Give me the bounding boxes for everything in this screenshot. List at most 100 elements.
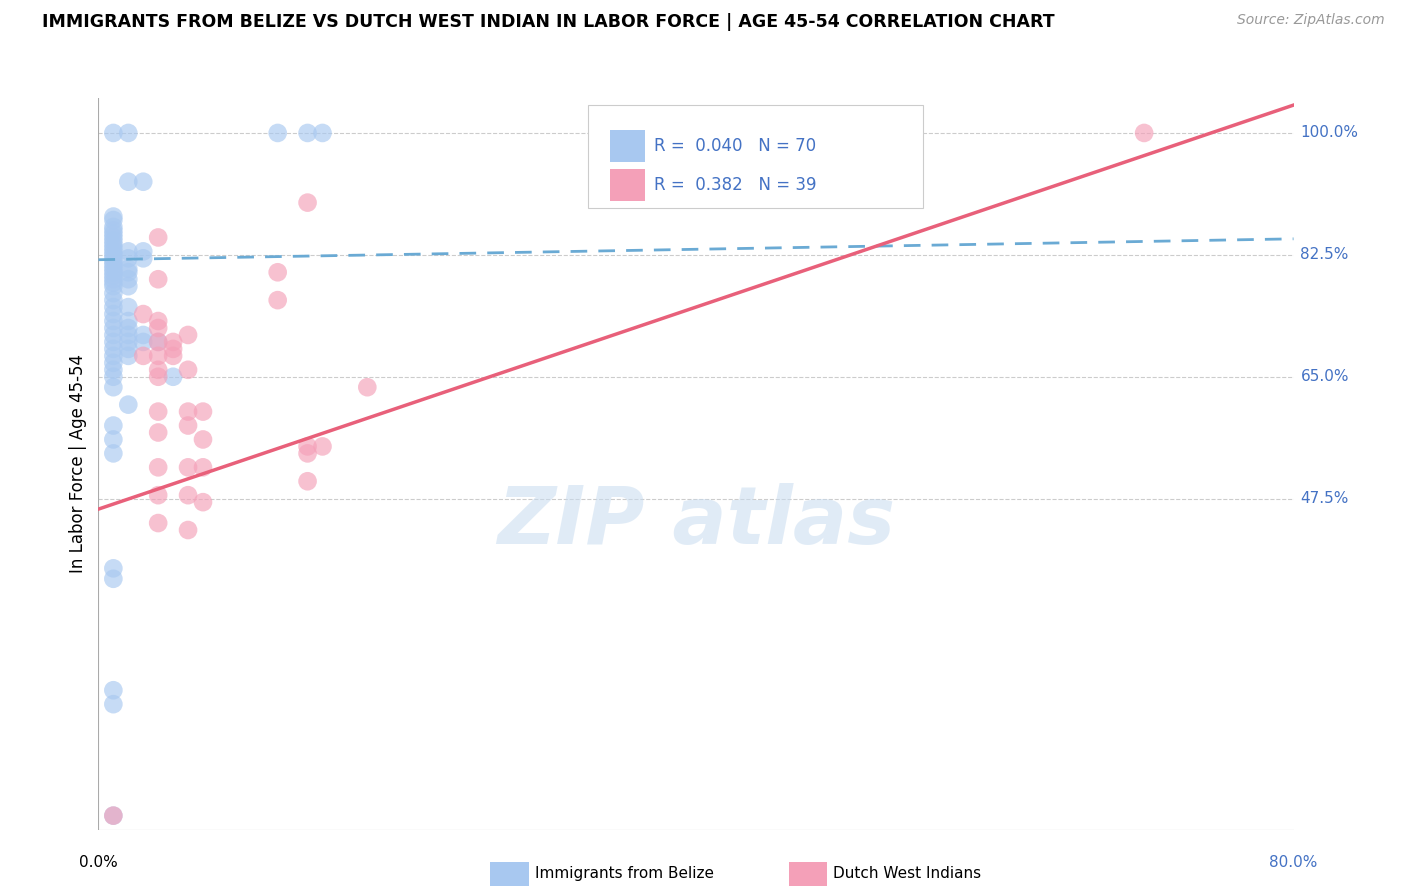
Point bbox=[267, 126, 290, 140]
Point bbox=[103, 276, 125, 290]
Point bbox=[103, 446, 125, 460]
Point bbox=[103, 561, 125, 575]
Point bbox=[177, 523, 200, 537]
Point bbox=[103, 356, 125, 370]
Point bbox=[132, 349, 155, 363]
Point bbox=[191, 495, 214, 509]
Point bbox=[103, 244, 125, 259]
Point bbox=[191, 460, 214, 475]
Point bbox=[356, 380, 378, 394]
Point bbox=[103, 418, 125, 433]
Point bbox=[103, 342, 125, 356]
FancyBboxPatch shape bbox=[491, 863, 529, 886]
FancyBboxPatch shape bbox=[610, 130, 644, 162]
Point bbox=[148, 363, 170, 377]
Point bbox=[267, 293, 290, 307]
Point bbox=[117, 334, 139, 349]
Point bbox=[103, 255, 125, 269]
Point bbox=[297, 439, 319, 453]
Point bbox=[132, 175, 155, 189]
Point bbox=[117, 321, 139, 335]
Point bbox=[103, 808, 125, 822]
Point bbox=[191, 404, 214, 418]
Point bbox=[162, 342, 184, 356]
Point bbox=[297, 446, 319, 460]
Point bbox=[132, 334, 155, 349]
Point bbox=[103, 334, 125, 349]
Text: 47.5%: 47.5% bbox=[1301, 491, 1348, 506]
Point bbox=[297, 126, 319, 140]
Text: 65.0%: 65.0% bbox=[1301, 369, 1348, 384]
Point bbox=[103, 697, 125, 711]
Point bbox=[103, 241, 125, 255]
Point bbox=[117, 328, 139, 343]
Point bbox=[103, 272, 125, 286]
Point bbox=[103, 268, 125, 283]
Point bbox=[162, 334, 184, 349]
Point bbox=[103, 252, 125, 266]
Point bbox=[103, 300, 125, 314]
Point bbox=[103, 433, 125, 447]
Point bbox=[267, 265, 290, 279]
Point bbox=[103, 328, 125, 343]
Point bbox=[117, 272, 139, 286]
FancyBboxPatch shape bbox=[789, 863, 827, 886]
Point bbox=[148, 349, 170, 363]
Point bbox=[103, 349, 125, 363]
Point bbox=[103, 683, 125, 698]
Point bbox=[103, 321, 125, 335]
Point bbox=[103, 248, 125, 262]
Point bbox=[117, 265, 139, 279]
Point bbox=[148, 230, 170, 244]
Point bbox=[103, 265, 125, 279]
Point bbox=[103, 380, 125, 394]
Point bbox=[117, 252, 139, 266]
Point bbox=[148, 460, 170, 475]
Point bbox=[297, 195, 319, 210]
Point bbox=[103, 369, 125, 384]
Point bbox=[103, 314, 125, 328]
Point bbox=[132, 252, 155, 266]
Point bbox=[132, 244, 155, 259]
Point bbox=[311, 126, 333, 140]
FancyBboxPatch shape bbox=[588, 105, 922, 208]
Point bbox=[148, 334, 170, 349]
Point bbox=[117, 314, 139, 328]
Point bbox=[103, 808, 125, 822]
Point bbox=[103, 258, 125, 272]
Text: 80.0%: 80.0% bbox=[1270, 855, 1317, 870]
Point bbox=[148, 516, 170, 530]
Text: ZIP atlas: ZIP atlas bbox=[496, 483, 896, 561]
Text: 0.0%: 0.0% bbox=[79, 855, 118, 870]
Text: R =  0.040   N = 70: R = 0.040 N = 70 bbox=[654, 137, 817, 155]
Point bbox=[103, 307, 125, 321]
Point bbox=[148, 334, 170, 349]
Point bbox=[177, 488, 200, 502]
Point bbox=[103, 279, 125, 293]
Point bbox=[117, 300, 139, 314]
Text: Dutch West Indians: Dutch West Indians bbox=[834, 866, 981, 881]
Text: IMMIGRANTS FROM BELIZE VS DUTCH WEST INDIAN IN LABOR FORCE | AGE 45-54 CORRELATI: IMMIGRANTS FROM BELIZE VS DUTCH WEST IND… bbox=[42, 13, 1054, 31]
Point bbox=[162, 349, 184, 363]
Point bbox=[162, 369, 184, 384]
Point bbox=[177, 328, 200, 343]
Point bbox=[148, 425, 170, 440]
Point bbox=[103, 223, 125, 237]
Point bbox=[297, 475, 319, 489]
Point bbox=[103, 234, 125, 248]
Point bbox=[117, 349, 139, 363]
Text: R =  0.382   N = 39: R = 0.382 N = 39 bbox=[654, 176, 817, 194]
Text: 82.5%: 82.5% bbox=[1301, 247, 1348, 262]
Point bbox=[103, 126, 125, 140]
Point bbox=[117, 244, 139, 259]
Point bbox=[148, 488, 170, 502]
Point bbox=[177, 460, 200, 475]
Point bbox=[117, 261, 139, 276]
Point bbox=[148, 404, 170, 418]
Point bbox=[117, 279, 139, 293]
Point bbox=[103, 572, 125, 586]
Point bbox=[148, 321, 170, 335]
Point bbox=[103, 286, 125, 301]
Point bbox=[103, 230, 125, 244]
Point bbox=[103, 237, 125, 252]
